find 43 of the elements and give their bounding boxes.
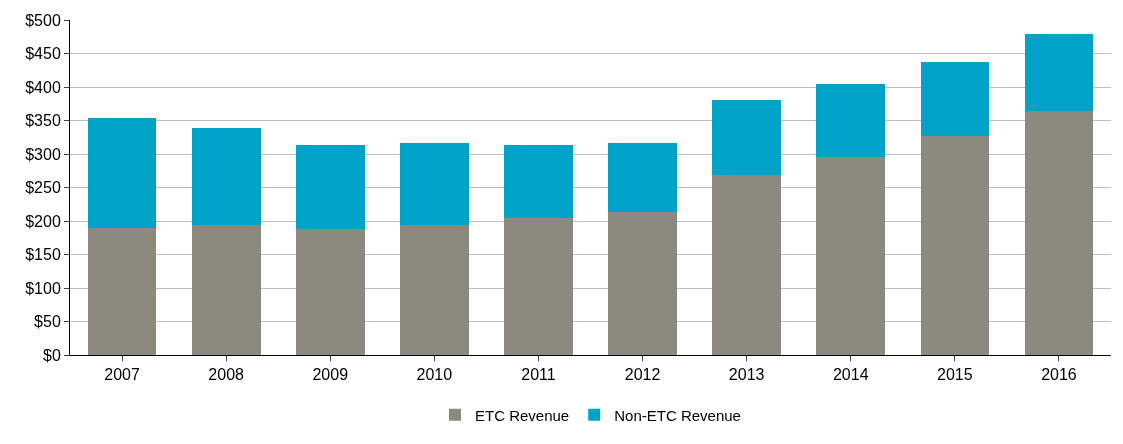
legend-label: ETC Revenue [475,406,570,424]
x-tick-label: 2015 [937,366,973,384]
legend-label: Non-ETC Revenue [614,406,741,424]
y-tick-label: $300 [25,145,61,163]
bar [816,157,886,355]
bar [608,143,677,212]
bar [1024,111,1094,355]
bar [504,218,573,355]
bar [87,227,157,355]
bar [191,225,261,355]
bar [712,174,781,355]
y-tick-label: $100 [25,279,61,297]
y-tick-label: $150 [25,246,61,264]
bar [1024,34,1094,112]
bar [400,143,469,226]
y-tick-label: $500 [25,11,61,29]
x-tick-label: 2013 [728,366,765,384]
bar [608,211,677,355]
bar [816,83,886,158]
x-tick-label: 2009 [312,366,349,384]
bar [295,229,365,355]
bar [920,135,990,355]
y-tick-label: $350 [25,112,61,130]
bar [295,144,365,230]
x-tick-label: 2014 [832,366,869,384]
x-tick-label: 2008 [208,366,245,384]
y-tick-label: $50 [34,313,61,331]
x-tick-label: 2012 [624,366,661,384]
y-tick-label: $200 [25,212,61,230]
x-tick-label: 2010 [416,366,453,384]
y-tick-label: $450 [25,45,61,63]
x-tick-label: 2011 [521,366,556,384]
bar [400,225,469,355]
bar [87,117,157,228]
bar [191,127,261,226]
x-tick-label: 2007 [104,366,140,384]
bar [504,144,573,219]
y-tick-label: $400 [25,78,61,96]
y-tick-label: $250 [25,179,61,197]
y-tick-label: $0 [43,346,61,364]
x-tick-label: 2016 [1041,366,1077,384]
bar [712,100,781,175]
bar [920,61,990,136]
